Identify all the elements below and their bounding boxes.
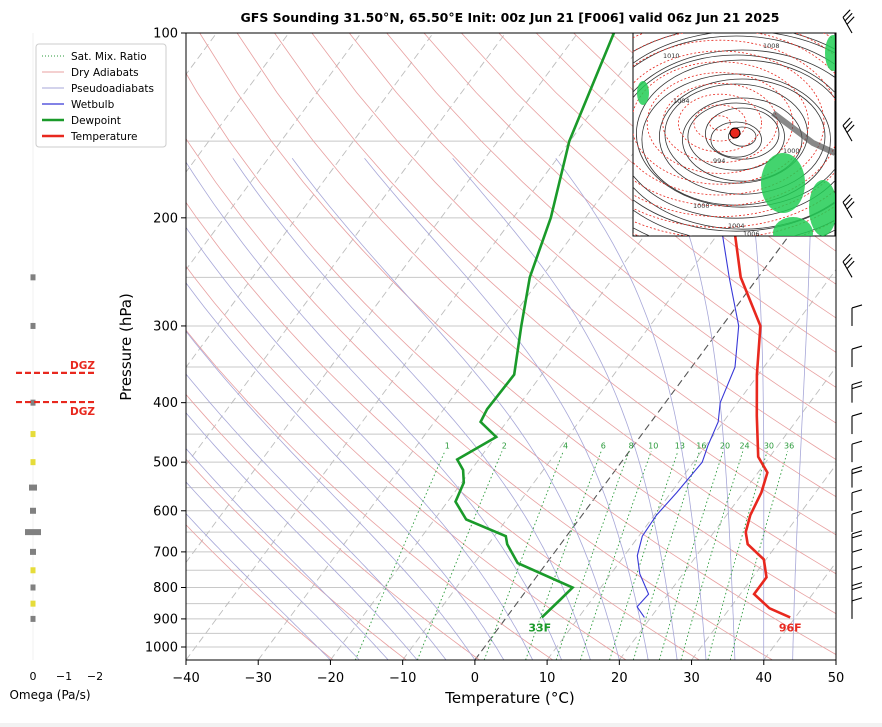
mixing-ratio-label: 10 <box>648 442 658 451</box>
y-tick-label: 300 <box>153 319 178 334</box>
x-tick-label: −30 <box>245 671 272 686</box>
omega-bar <box>30 549 36 555</box>
legend-label: Dewpoint <box>71 115 121 127</box>
x-axis-label: Temperature (°C) <box>444 689 574 707</box>
mixing-ratio-label: 24 <box>739 442 749 451</box>
mixing-ratio-label: 4 <box>563 442 568 451</box>
dgz-label: DGZ <box>70 360 95 372</box>
omega-bar <box>31 431 36 437</box>
y-tick-label: 100 <box>153 27 178 42</box>
omega-tick-label: −2 <box>87 670 103 683</box>
legend-label: Wetbulb <box>71 99 115 111</box>
mixing-ratio-label: 36 <box>784 442 794 451</box>
mixing-ratio-label: 1 <box>445 442 450 451</box>
y-tick-label: 600 <box>153 504 178 519</box>
omega-bar <box>31 584 36 590</box>
contour-label: 1010 <box>663 52 680 60</box>
contour-label: 994 <box>713 157 725 165</box>
y-tick-label: 800 <box>153 581 178 596</box>
mixing-ratio-label: 6 <box>601 442 606 451</box>
x-tick-label: 40 <box>756 671 773 686</box>
y-axis-label: Pressure (hPa) <box>117 293 135 401</box>
legend-label: Pseudoadiabats <box>71 83 154 95</box>
omega-bar <box>31 323 36 329</box>
x-tick-label: 0 <box>471 671 479 686</box>
x-tick-label: 20 <box>611 671 628 686</box>
mixing-ratio-label: 30 <box>764 442 774 451</box>
omega-bar <box>31 616 36 622</box>
legend-label: Dry Adiabats <box>71 67 139 79</box>
chart-title: GFS Sounding 31.50°N, 65.50°E Init: 00z … <box>241 10 780 25</box>
sounding-location-marker <box>730 128 740 138</box>
x-tick-label: 30 <box>683 671 700 686</box>
mixing-ratio-label: 13 <box>675 442 685 451</box>
omega-bar <box>31 274 36 280</box>
x-tick-label: 10 <box>539 671 556 686</box>
surface-dewpoint-label: 33F <box>528 621 551 634</box>
contour-label: 1004 <box>673 97 690 105</box>
precip-area <box>637 81 649 105</box>
contour-label: 1000 <box>693 202 710 210</box>
x-tick-label: −10 <box>389 671 416 686</box>
mixing-ratio-label: 2 <box>502 442 507 451</box>
x-tick-label: −40 <box>172 671 199 686</box>
x-tick-label: 50 <box>828 671 845 686</box>
omega-tick-label: −1 <box>56 670 72 683</box>
legend: Sat. Mix. Ratio Dry Adiabats Pseudoadiabat… <box>36 44 166 147</box>
y-tick-label: 400 <box>153 396 178 411</box>
y-tick-label: 700 <box>153 545 178 560</box>
omega-bar <box>31 601 36 607</box>
omega-tick-label: 0 <box>30 670 37 683</box>
y-tick-label: 900 <box>153 612 178 627</box>
legend-label: Sat. Mix. Ratio <box>71 51 147 63</box>
y-tick-label: 1000 <box>145 640 178 655</box>
omega-bar <box>31 459 36 465</box>
omega-bar <box>30 508 36 514</box>
surface-temperature-label: 96F <box>779 621 802 634</box>
mixing-ratio-label: 8 <box>629 442 634 451</box>
y-tick-label: 500 <box>153 456 178 471</box>
omega-axis-label: Omega (Pa/s) <box>9 688 90 702</box>
mixing-ratio-label: 16 <box>696 442 706 451</box>
legend-label: Temperature <box>70 131 138 143</box>
contour-label: 1008 <box>763 42 780 50</box>
dgz-label: DGZ <box>70 406 95 418</box>
omega-bar <box>31 567 36 573</box>
contour-label: 1004 <box>728 222 745 230</box>
y-tick-label: 200 <box>153 211 178 226</box>
contour-label: 1000 <box>783 147 800 155</box>
precip-area <box>761 153 805 213</box>
precip-area <box>809 180 837 236</box>
mixing-ratio-label: 20 <box>720 442 730 451</box>
omega-bar <box>25 529 41 535</box>
x-tick-label: −20 <box>317 671 344 686</box>
omega-bar <box>29 485 37 491</box>
